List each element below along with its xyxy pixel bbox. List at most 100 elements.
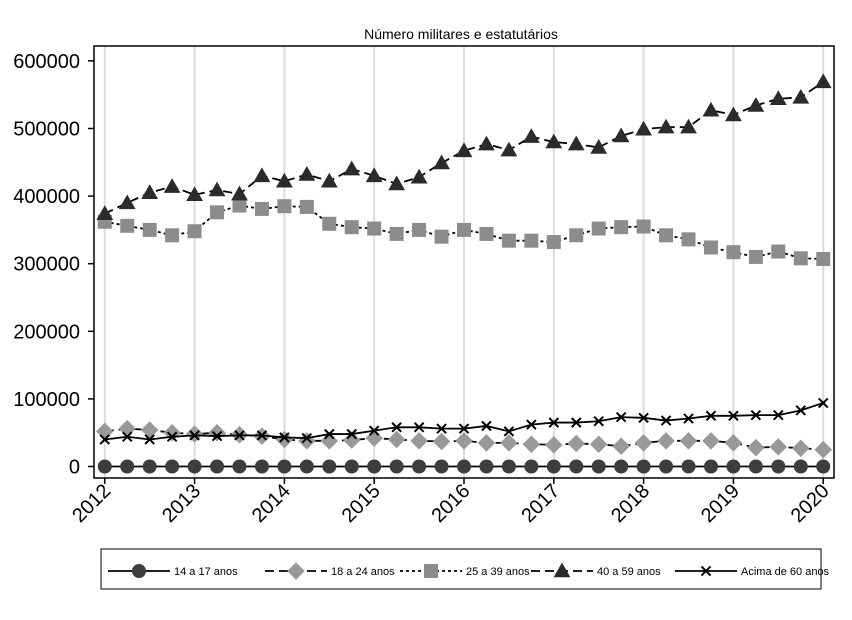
data-point: [703, 240, 718, 255]
data-point: [365, 167, 383, 183]
data-point: [275, 430, 294, 449]
series-line: [104, 81, 824, 215]
data-point: [769, 438, 788, 456]
data-point: [591, 221, 606, 236]
x-marker-stroke: [548, 417, 560, 428]
data-point: [636, 219, 651, 234]
data-point: [344, 459, 359, 474]
data-point: [481, 420, 492, 432]
x-marker-stroke: [324, 428, 335, 440]
data-point: [724, 434, 743, 452]
data-point: [140, 421, 159, 439]
series-18-a-24-anos: [96, 419, 832, 459]
data-point: [773, 409, 784, 421]
data-point: [479, 226, 494, 241]
legend-item-18-a-24-anos: 18 a 24 anos: [265, 562, 395, 580]
data-point: [679, 432, 698, 450]
data-point: [814, 440, 832, 459]
data-point: [144, 434, 155, 445]
data-point: [501, 233, 516, 248]
x-marker-stroke: [526, 419, 537, 430]
data-point: [256, 430, 268, 441]
x-marker-stroke: [458, 423, 470, 434]
data-point: [299, 459, 314, 474]
data-point: [279, 432, 290, 443]
data-point: [436, 423, 447, 434]
x-marker-stroke: [368, 425, 380, 436]
data-point: [457, 459, 471, 474]
data-point: [615, 411, 627, 423]
data-point: [728, 410, 739, 422]
x-marker-stroke: [571, 417, 582, 428]
data-point: [548, 417, 560, 428]
data-point: [501, 459, 516, 474]
data-point: [277, 459, 292, 474]
y-tick-label: 0: [69, 457, 80, 479]
data-point: [301, 432, 313, 444]
data-point: [571, 417, 582, 428]
series-14-a-17-anos: [97, 459, 831, 474]
data-point: [748, 459, 763, 474]
data-point: [792, 88, 810, 104]
data-point: [590, 139, 608, 154]
data-point: [635, 120, 653, 136]
data-point: [142, 222, 157, 237]
x-marker-stroke: [391, 422, 402, 433]
series-40-a-59-anos: [96, 73, 832, 220]
data-point: [455, 142, 473, 158]
data-point: [614, 459, 629, 474]
x-marker-stroke: [750, 409, 762, 421]
data-point: [612, 437, 630, 455]
data-point: [593, 415, 604, 427]
data-point: [477, 434, 496, 452]
data-point: [141, 184, 159, 200]
data-point: [522, 128, 540, 143]
data-point: [211, 430, 223, 442]
data-point: [412, 222, 427, 237]
x-marker-stroke: [144, 434, 155, 445]
data-point: [322, 459, 337, 474]
data-point: [793, 459, 808, 474]
data-point: [795, 405, 807, 416]
data-point: [299, 199, 314, 214]
legend-marker: [700, 565, 712, 577]
x-marker-stroke: [817, 397, 829, 409]
data-point: [208, 423, 226, 442]
x-marker-stroke: [638, 412, 649, 424]
legend-label: 14 a 17 anos: [174, 566, 238, 578]
x-marker-stroke: [481, 420, 492, 432]
data-point: [342, 431, 361, 449]
data-point: [659, 228, 674, 243]
legend-label: 18 a 24 anos: [331, 566, 395, 578]
data-point: [726, 245, 741, 260]
data-point: [526, 419, 537, 430]
x-marker-stroke: [705, 410, 717, 422]
data-point: [591, 459, 606, 474]
data-point: [769, 90, 787, 106]
y-tick-label: 100000: [13, 389, 80, 411]
data-point: [96, 205, 114, 220]
data-point: [683, 413, 694, 424]
data-point: [748, 249, 763, 264]
data-point: [166, 431, 178, 443]
x-marker-stroke: [166, 431, 178, 443]
data-point: [120, 459, 135, 474]
data-point: [545, 133, 563, 149]
data-point: [165, 228, 180, 243]
data-point: [320, 432, 339, 450]
data-point: [750, 409, 762, 421]
data-point: [434, 459, 449, 474]
data-point: [546, 459, 561, 474]
data-point: [389, 226, 404, 241]
data-point: [433, 154, 450, 170]
data-point: [458, 423, 470, 434]
data-point: [388, 175, 406, 191]
x-marker-stroke: [683, 413, 694, 424]
series-layer: [96, 73, 832, 474]
data-point: [368, 425, 380, 436]
x-marker-stroke: [301, 432, 313, 444]
x-marker-stroke: [279, 432, 290, 443]
data-point: [189, 430, 200, 441]
legend-item-14-a-17-anos: 14 a 17 anos: [108, 564, 238, 578]
legend-box: [100, 548, 822, 590]
